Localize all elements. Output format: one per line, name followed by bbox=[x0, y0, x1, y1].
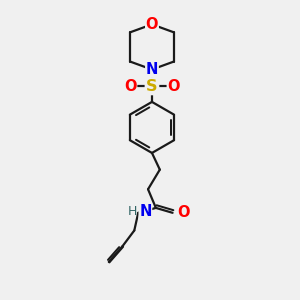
Text: O: O bbox=[124, 79, 136, 94]
Text: N: N bbox=[139, 204, 152, 219]
Text: N: N bbox=[146, 62, 158, 77]
Text: S: S bbox=[146, 79, 158, 94]
Text: O: O bbox=[178, 205, 190, 220]
Text: O: O bbox=[167, 79, 180, 94]
Text: O: O bbox=[146, 17, 158, 32]
Text: H: H bbox=[128, 205, 137, 218]
